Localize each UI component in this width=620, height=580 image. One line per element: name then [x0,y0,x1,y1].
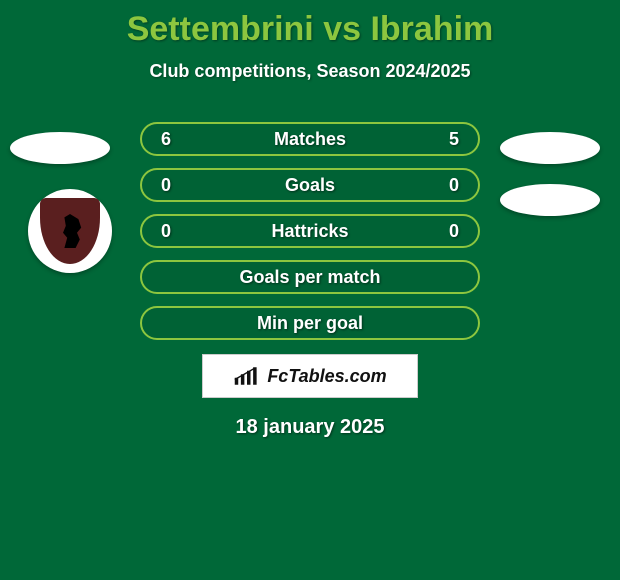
horse-icon [56,214,84,248]
stat-row: Min per goal [140,306,480,340]
stat-label: Goals [176,175,444,196]
stat-left-value: 0 [156,175,176,196]
player-right-placeholder [500,132,600,164]
player-left-placeholder [10,132,110,164]
stat-label: Min per goal [176,313,444,334]
crest-left [28,189,112,273]
stat-label: Goals per match [176,267,444,288]
stat-right-value: 0 [444,175,464,196]
subtitle: Club competitions, Season 2024/2025 [0,61,620,82]
shield-icon [40,198,100,264]
stat-row: 0Goals0 [140,168,480,202]
stat-label: Hattricks [176,221,444,242]
date-text: 18 january 2025 [0,416,620,439]
stat-row: 6Matches5 [140,122,480,156]
page-title: Settembrini vs Ibrahim [0,0,620,49]
crest-right-placeholder [500,184,600,216]
stat-rows: 6Matches50Goals00Hattricks0Goals per mat… [140,122,480,352]
stat-right-value: 0 [444,221,464,242]
stat-label: Matches [176,129,444,150]
stat-row: 0Hattricks0 [140,214,480,248]
stat-left-value: 6 [156,129,176,150]
stat-row: Goals per match [140,260,480,294]
brand-text: FcTables.com [267,366,386,387]
comparison-stage: 6Matches50Goals00Hattricks0Goals per mat… [0,112,620,342]
stat-right-value: 5 [444,129,464,150]
brand-box: FcTables.com [202,354,418,398]
stat-left-value: 0 [156,221,176,242]
bar-chart-icon [233,365,261,387]
